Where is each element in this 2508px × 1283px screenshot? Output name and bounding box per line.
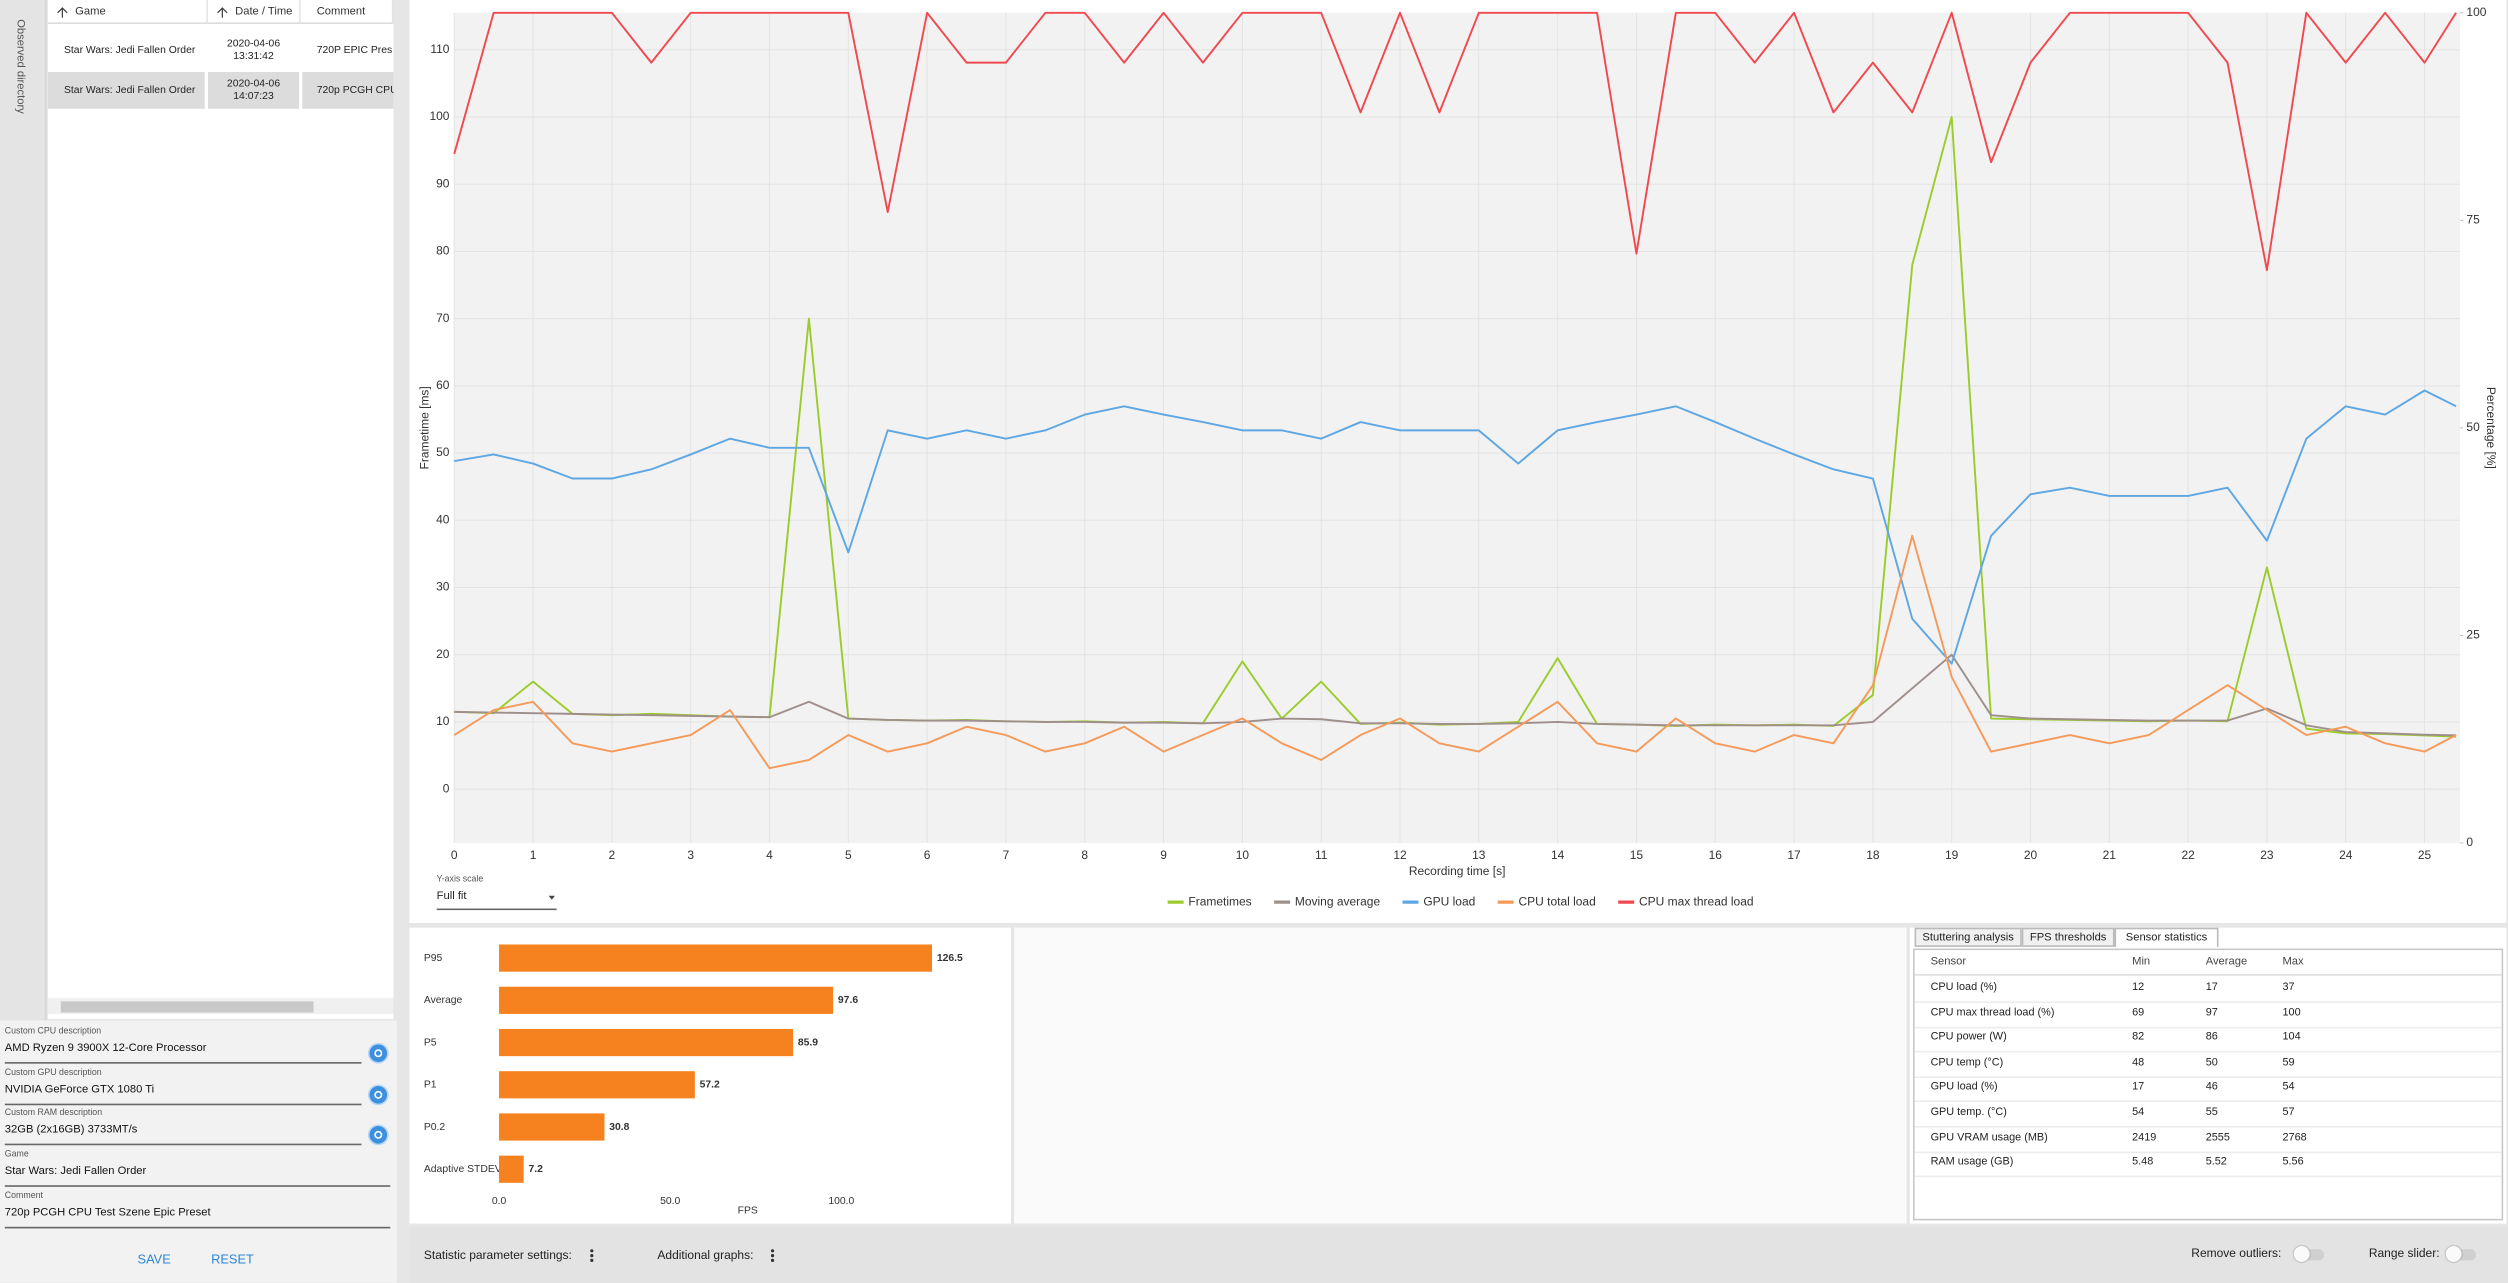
sensor-cell: 5.52 [2205, 1156, 2227, 1168]
range-toggle[interactable] [2445, 1246, 2477, 1262]
sensor-cell: 50 [2205, 1056, 2218, 1069]
sensor-cell: 69 [2132, 1007, 2145, 1019]
y-scale-dropdown[interactable]: Full fit [436, 891, 557, 911]
sensor-cell: 55 [2205, 1106, 2218, 1119]
sensor-cell: CPU max thread load (%) [1930, 1007, 2055, 1019]
sensor-row-line [1914, 1150, 2502, 1153]
field-value[interactable]: 32GB (2x16GB) 3733MT/s [4, 1125, 362, 1146]
record-time: 14:07:23 [233, 91, 274, 103]
records-panel: Game Date / Time Comment Star Wars: Jedi Fa… [47, 0, 394, 1019]
sensor-cell: 57 [2282, 1106, 2295, 1119]
outliers-toggle[interactable] [2293, 1246, 2325, 1262]
refresh-icon[interactable] [369, 1085, 388, 1104]
record-datetime: 2020-04-06 14:07:23 [207, 71, 300, 109]
bar-panel [409, 927, 1011, 1224]
button[interactable]: RESET [211, 1252, 254, 1267]
graphs-menu[interactable] [770, 1254, 775, 1258]
tab[interactable]: FPS thresholds [2021, 927, 2115, 947]
statistic-settings[interactable]: Statistic parameter settings: [423, 1247, 572, 1262]
button[interactable]: SAVE [137, 1252, 171, 1267]
sensor-row-line [1914, 1175, 2502, 1178]
record-comment: 720P EPIC Pres [302, 31, 394, 69]
sensor-cell: 5.48 [2132, 1156, 2154, 1168]
sensor-cell: 17 [2205, 982, 2218, 994]
sensor-cell: 86 [2205, 1031, 2218, 1044]
record-comment: 720p PCGH CPU [302, 71, 394, 109]
sensor-cell: 48 [2132, 1056, 2145, 1069]
sensor-cell: GPU temp. (°C) [1930, 1106, 2007, 1119]
sensor-cell: GPU VRAM usage (MB) [1930, 1131, 2048, 1143]
sensor-cell: 37 [2282, 982, 2295, 994]
sensor-cell: 104 [2282, 1031, 2301, 1044]
bottom-bar: Statistic parameter settings: Additional … [409, 1226, 2508, 1283]
record-game: Star Wars: Jedi Fallen Order [47, 31, 205, 69]
field-label: Comment [4, 1191, 43, 1201]
refresh-icon[interactable] [369, 1126, 388, 1145]
field-value[interactable]: NVIDIA GeForce GTX 1080 Ti [4, 1084, 362, 1105]
remove-outliers: Remove outliers: [2191, 1246, 2282, 1261]
field-label: Custom CPU description [4, 1026, 102, 1037]
sensor-column-header: Sensor [1930, 956, 1967, 968]
field-value[interactable]: AMD Ryzen 9 3900X 12-Core Processor [4, 1043, 362, 1064]
sensor-cell: 2419 [2132, 1131, 2157, 1143]
tab[interactable]: Sensor statistics [2114, 927, 2219, 947]
tab[interactable]: Stuttering analysis [1914, 927, 2022, 947]
sensor-cell: 12 [2132, 982, 2145, 994]
sensor-row-line [1914, 1126, 2502, 1128]
chart-panel [409, 0, 2507, 923]
field-label: Game [4, 1150, 29, 1160]
settings-menu[interactable] [590, 1254, 594, 1258]
y-scale-label: Y-axis scale [436, 874, 484, 885]
sensor-row-line [1914, 1001, 2502, 1003]
field-label: Custom RAM description [4, 1109, 103, 1119]
sensor-cell: CPU power (W) [1930, 1031, 2007, 1044]
sensor-cell: 2768 [2282, 1131, 2307, 1143]
sensor-row-line [1914, 1101, 2502, 1103]
range-slider: Range slider: [2368, 1246, 2440, 1261]
record-date: 2020-04-06 [226, 38, 281, 50]
record-datetime: 2020-04-06 13:31:42 [207, 31, 300, 69]
sensor-cell: 46 [2205, 1081, 2218, 1094]
record-row[interactable]: Star Wars: Jedi Fallen Order 2020-04-06 14… [47, 71, 394, 109]
sensor-cell: CPU load (%) [1930, 982, 1998, 994]
column-header[interactable]: Comment [300, 0, 394, 24]
sensor-column-header: Min [2132, 956, 2151, 968]
sensor-cell: GPU load (%) [1930, 1081, 1998, 1094]
sensor-row-line [1914, 1026, 2502, 1028]
sensor-cell: 59 [2282, 1056, 2295, 1069]
sensor-table: Sensor Min Average Max CPU load (%) 12 17 37 CPU… [1912, 948, 2504, 1221]
scrollbar-thumb [60, 1001, 314, 1013]
sensor-row-line [1914, 1051, 2502, 1053]
sensor-cell: 54 [2282, 1081, 2295, 1094]
sensor-row-line [1914, 1076, 2502, 1078]
sensor-panel: Stuttering analysis FPS thresholds Sensor … [1909, 927, 2507, 1224]
additional-graphs[interactable]: Additional graphs: [657, 1247, 754, 1262]
sensor-cell: RAM usage (GB) [1930, 1156, 2014, 1168]
sensor-column-header: Max [2282, 956, 2304, 968]
sensor-cell: 2555 [2205, 1131, 2230, 1143]
field-value[interactable]: 720p PCGH CPU Test Szene Epic Preset [4, 1207, 391, 1229]
fields-panel: Custom CPU description AMD Ryzen 9 3900X … [0, 1020, 397, 1283]
refresh-icon[interactable] [369, 1044, 388, 1063]
sensor-cell: 100 [2282, 1007, 2301, 1019]
sensor-header-line [1914, 974, 2502, 976]
sensor-cell: 82 [2132, 1031, 2145, 1044]
field-value[interactable]: Star Wars: Jedi Fallen Order [4, 1166, 391, 1187]
column-header[interactable]: Date / Time [207, 0, 301, 24]
sensor-cell: 5.56 [2282, 1156, 2304, 1168]
record-date: 2020-04-06 [226, 78, 281, 90]
record-time: 13:31:42 [233, 51, 274, 63]
sensor-cell: 97 [2205, 1007, 2218, 1019]
record-row[interactable]: Star Wars: Jedi Fallen Order 2020-04-06 13… [47, 31, 394, 69]
field-label: Custom GPU description [4, 1067, 102, 1078]
sensor-cell: CPU temp (°C) [1930, 1056, 2004, 1069]
empty-panel [1014, 927, 1907, 1224]
column-header[interactable]: Game [47, 0, 208, 24]
sidebar-label: Observed directory [14, 19, 26, 114]
sensor-column-header: Average [2205, 956, 2248, 968]
sensor-cell: 54 [2132, 1106, 2145, 1119]
record-game: Star Wars: Jedi Fallen Order [47, 71, 205, 109]
sensor-cell: 17 [2132, 1081, 2145, 1094]
